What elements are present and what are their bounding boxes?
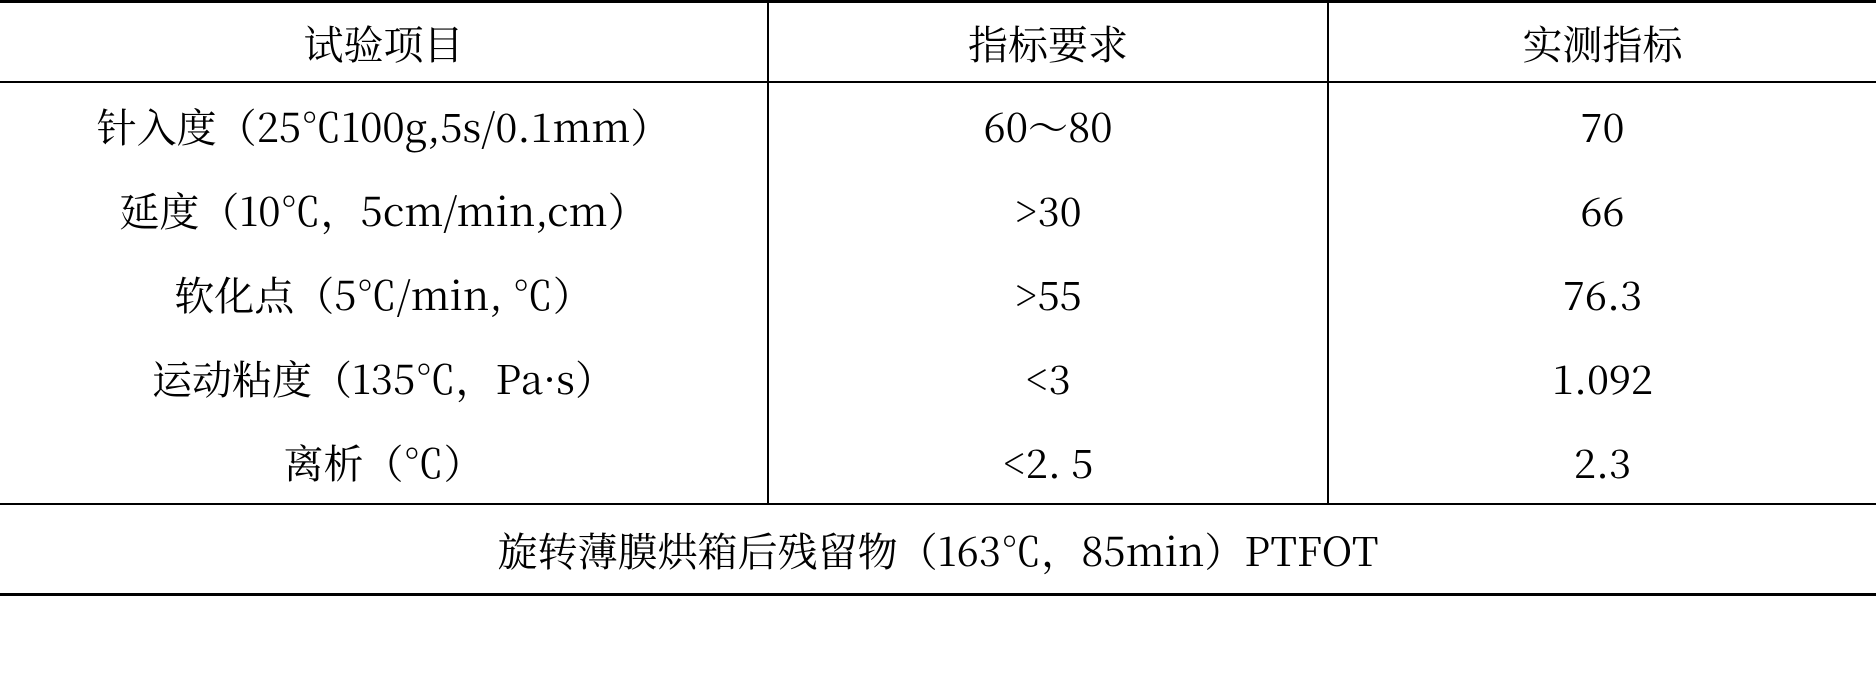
table-footer-row: 旋转薄膜烘箱后残留物（163℃，85min）PTFOT [0, 504, 1876, 595]
table-row: 延度（10℃，5cm/min,cm） >30 66 [0, 167, 1876, 251]
cell-requirement: >55 [768, 251, 1328, 335]
table-row: 运动粘度（135℃，Pa·s） <3 1.092 [0, 335, 1876, 419]
cell-item: 运动粘度（135℃，Pa·s） [0, 335, 768, 419]
spec-table-container: 试验项目 指标要求 实测指标 针入度（25℃100g,5s/0.1mm） 60～… [0, 0, 1876, 596]
cell-measured: 2.3 [1328, 419, 1876, 504]
table-header-row: 试验项目 指标要求 实测指标 [0, 2, 1876, 83]
cell-requirement: >30 [768, 167, 1328, 251]
table-row: 软化点（5℃/min, ℃） >55 76.3 [0, 251, 1876, 335]
spec-table: 试验项目 指标要求 实测指标 针入度（25℃100g,5s/0.1mm） 60～… [0, 0, 1876, 596]
col-header-item: 试验项目 [0, 2, 768, 83]
cell-item: 软化点（5℃/min, ℃） [0, 251, 768, 335]
cell-requirement: <3 [768, 335, 1328, 419]
col-header-measured: 实测指标 [1328, 2, 1876, 83]
cell-measured: 1.092 [1328, 335, 1876, 419]
cell-measured: 66 [1328, 167, 1876, 251]
cell-measured: 70 [1328, 82, 1876, 167]
table-row: 针入度（25℃100g,5s/0.1mm） 60～80 70 [0, 82, 1876, 167]
col-header-requirement: 指标要求 [768, 2, 1328, 83]
footer-text: 旋转薄膜烘箱后残留物（163℃，85min）PTFOT [0, 504, 1876, 595]
cell-measured: 76.3 [1328, 251, 1876, 335]
cell-requirement: 60～80 [768, 82, 1328, 167]
table-row: 离析（℃） <2. 5 2.3 [0, 419, 1876, 504]
cell-requirement: <2. 5 [768, 419, 1328, 504]
cell-item: 离析（℃） [0, 419, 768, 504]
cell-item: 针入度（25℃100g,5s/0.1mm） [0, 82, 768, 167]
cell-item: 延度（10℃，5cm/min,cm） [0, 167, 768, 251]
